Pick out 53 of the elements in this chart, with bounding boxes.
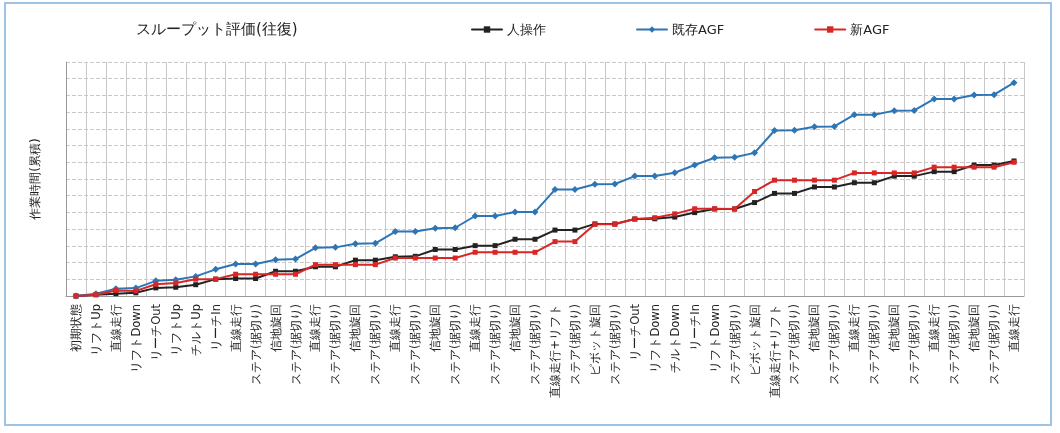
y-axis-title: 作業時間(累積) (28, 138, 42, 221)
legend-label: 新AGF (850, 22, 890, 37)
x-tick-label: ステア(据切り) (408, 304, 423, 385)
x-tick-label: ステア(据切り) (947, 304, 962, 385)
x-tick-label: リフトUp (168, 304, 183, 356)
x-tick-label: 信地旋回 (887, 304, 902, 352)
x-tick-label: 直線走行 (108, 304, 123, 352)
x-tick-label: ステア(据切り) (248, 304, 263, 385)
x-tick-label: 直線走行 (1007, 304, 1022, 352)
x-tick-label: チルトDown (667, 304, 682, 373)
x-tick-label: 直線走行 (388, 304, 403, 352)
x-tick-label: 直線走行 (927, 304, 942, 352)
x-tick-label: リーチIn (208, 304, 223, 351)
x-tick-label: ステア(据切り) (528, 304, 543, 385)
x-tick-label: ステア(据切り) (328, 304, 343, 385)
x-tick-label: リフトDown (128, 304, 143, 373)
x-tick-label: 信地旋回 (268, 304, 283, 352)
x-tick-label: 信地旋回 (807, 304, 822, 352)
legend-label: 人操作 (507, 22, 546, 37)
x-tick-label: チルトUp (188, 304, 203, 356)
x-tick-label: ステア(据切り) (607, 304, 622, 385)
x-tick-label: ステア(据切り) (787, 304, 802, 385)
x-tick-label: リフトDown (707, 304, 722, 373)
x-tick-label: ピボット旋回 (587, 304, 602, 376)
x-tick-label: ステア(据切り) (727, 304, 742, 385)
x-tick-label: リフトUp (88, 304, 103, 356)
x-tick-label: 初期状態 (68, 304, 83, 352)
x-tick-label: リーチOut (627, 303, 642, 361)
x-tick-label: 直線走行+リフト (767, 304, 782, 398)
x-tick-label: ステア(据切り) (867, 304, 882, 385)
x-tick-label: ステア(据切り) (488, 304, 503, 385)
x-tick-label: リーチOut (148, 303, 163, 361)
x-tick-label: 直線走行+リフト (547, 304, 562, 398)
x-tick-label: 信地旋回 (428, 304, 443, 352)
x-tick-label: 直線走行 (228, 304, 243, 352)
x-tick-label: 直線走行 (468, 304, 483, 352)
chart-title: スループット評価(往復) (136, 19, 298, 38)
x-tick-label: ステア(据切り) (368, 304, 383, 385)
legend-label: 既存AGF (672, 22, 725, 37)
x-tick-label: ステア(据切り) (567, 304, 582, 385)
x-tick-label: 信地旋回 (348, 304, 363, 352)
x-tick-label: リフトDown (647, 304, 662, 373)
x-tick-label: ステア(据切り) (987, 304, 1002, 385)
x-tick-label: 信地旋回 (967, 304, 982, 352)
x-tick-label: ピボット旋回 (747, 304, 762, 376)
x-tick-label: ステア(据切り) (827, 304, 842, 385)
x-tick-label: リーチIn (687, 304, 702, 351)
x-tick-label: 信地旋回 (508, 304, 523, 352)
x-tick-label: ステア(据切り) (288, 304, 303, 385)
x-tick-label: 直線走行 (308, 304, 323, 352)
x-tick-label: ステア(据切り) (448, 304, 463, 385)
x-tick-label: ステア(据切り) (907, 304, 922, 385)
x-tick-label: 直線走行 (847, 304, 862, 352)
